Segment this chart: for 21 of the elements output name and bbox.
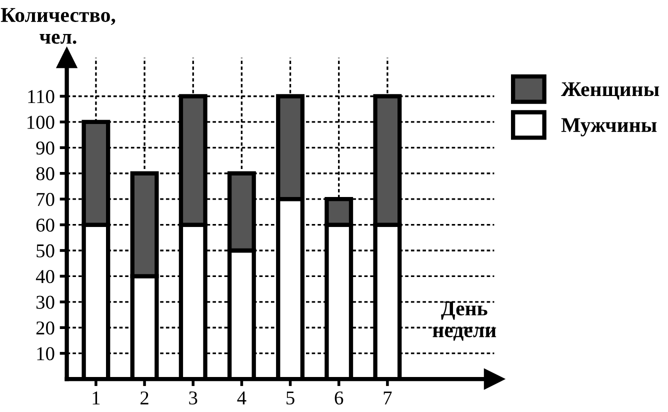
legend-label: Женщины — [561, 82, 660, 100]
x-tick-label: 6 — [334, 391, 344, 405]
x-tick-label: 5 — [286, 392, 294, 405]
legend-label: Мужчины — [561, 118, 657, 136]
y-tick-label: 40 — [36, 270, 54, 284]
y-tick-label: 20 — [36, 321, 54, 335]
x-tick-label: 4 — [237, 392, 246, 404]
x-tick-label: 1 — [92, 392, 100, 404]
y-tick-label: 110 — [28, 90, 54, 104]
y-tick-label: 90 — [36, 141, 54, 155]
y-tick-label: 10 — [37, 347, 54, 360]
x-tick-label: 3 — [189, 391, 198, 405]
y-tick-label: 70 — [36, 192, 54, 206]
x-tick-label: 7 — [384, 392, 392, 404]
y-tick-label: 100 — [28, 116, 54, 129]
x-tick-label: 2 — [140, 391, 148, 404]
y-axis-title: Количество, чел. — [0, 8, 116, 44]
y-tick-label: 50 — [36, 244, 54, 258]
y-tick-label: 80 — [36, 167, 54, 180]
y-tick-label: 30 — [36, 296, 54, 309]
y-tick-label: 60 — [36, 218, 54, 232]
